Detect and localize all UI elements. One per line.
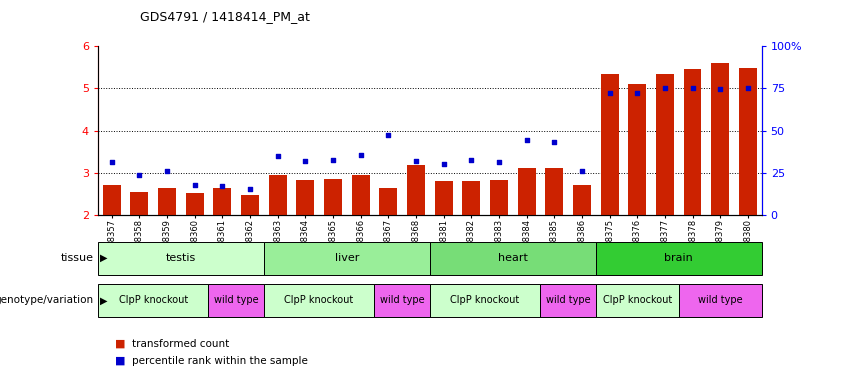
Point — [575, 167, 589, 174]
Bar — [601, 74, 619, 215]
Bar — [545, 168, 563, 215]
Point — [105, 159, 118, 165]
Bar — [628, 84, 646, 215]
Point — [658, 85, 671, 91]
Point — [465, 157, 478, 163]
Point — [547, 139, 561, 146]
Text: ClpP knockout: ClpP knockout — [450, 295, 520, 306]
Bar — [656, 74, 674, 215]
Bar — [214, 189, 231, 215]
Text: transformed count: transformed count — [132, 339, 229, 349]
Bar — [430, 284, 540, 317]
Bar — [98, 242, 264, 275]
Bar — [435, 181, 453, 215]
Point — [409, 158, 423, 164]
Bar — [573, 185, 591, 215]
Text: ▶: ▶ — [100, 295, 107, 306]
Text: percentile rank within the sample: percentile rank within the sample — [132, 356, 308, 366]
Text: ▶: ▶ — [100, 253, 107, 263]
Text: wild type: wild type — [214, 295, 259, 306]
Bar — [490, 180, 508, 215]
Bar — [596, 284, 679, 317]
Bar — [739, 68, 757, 215]
Text: ClpP knockout: ClpP knockout — [603, 295, 671, 306]
Bar — [430, 242, 596, 275]
Bar — [264, 242, 430, 275]
Bar — [540, 284, 596, 317]
Point — [741, 85, 755, 91]
Point — [686, 85, 700, 91]
Bar — [407, 165, 425, 215]
Bar — [462, 181, 480, 215]
Text: wild type: wild type — [545, 295, 591, 306]
Bar — [324, 179, 342, 215]
Point — [299, 158, 312, 164]
Bar — [208, 284, 264, 317]
Point — [520, 137, 534, 143]
Text: ClpP knockout: ClpP knockout — [284, 295, 354, 306]
Text: GDS4791 / 1418414_PM_at: GDS4791 / 1418414_PM_at — [140, 10, 311, 23]
Bar — [374, 284, 430, 317]
Bar — [103, 185, 121, 215]
Bar — [679, 284, 762, 317]
Text: genotype/variation: genotype/variation — [0, 295, 94, 306]
Text: tissue: tissue — [60, 253, 94, 263]
Bar — [130, 192, 148, 215]
Point — [160, 167, 174, 174]
Bar — [711, 63, 729, 215]
Text: ■: ■ — [115, 356, 125, 366]
Point — [631, 89, 644, 96]
Point — [326, 157, 340, 163]
Text: wild type: wild type — [698, 295, 742, 306]
Point — [188, 182, 202, 188]
Bar — [380, 188, 397, 215]
Point — [271, 153, 284, 159]
Point — [354, 152, 368, 158]
Point — [243, 186, 257, 192]
Bar — [158, 188, 176, 215]
Text: heart: heart — [498, 253, 528, 263]
Text: wild type: wild type — [380, 295, 425, 306]
Point — [381, 132, 395, 138]
Bar — [351, 175, 369, 215]
Point — [492, 159, 505, 165]
Point — [133, 172, 146, 178]
Text: ClpP knockout: ClpP knockout — [118, 295, 188, 306]
Bar — [683, 70, 701, 215]
Text: brain: brain — [665, 253, 693, 263]
Bar — [296, 180, 314, 215]
Bar — [241, 195, 259, 215]
Point — [713, 86, 727, 92]
Bar — [596, 242, 762, 275]
Point — [437, 161, 450, 167]
Bar — [517, 168, 535, 215]
Point — [215, 183, 229, 189]
Text: testis: testis — [166, 253, 196, 263]
Text: liver: liver — [334, 253, 359, 263]
Bar — [98, 284, 208, 317]
Point — [603, 90, 616, 96]
Bar — [264, 284, 374, 317]
Text: ■: ■ — [115, 339, 125, 349]
Bar — [186, 193, 203, 215]
Bar — [269, 175, 287, 215]
